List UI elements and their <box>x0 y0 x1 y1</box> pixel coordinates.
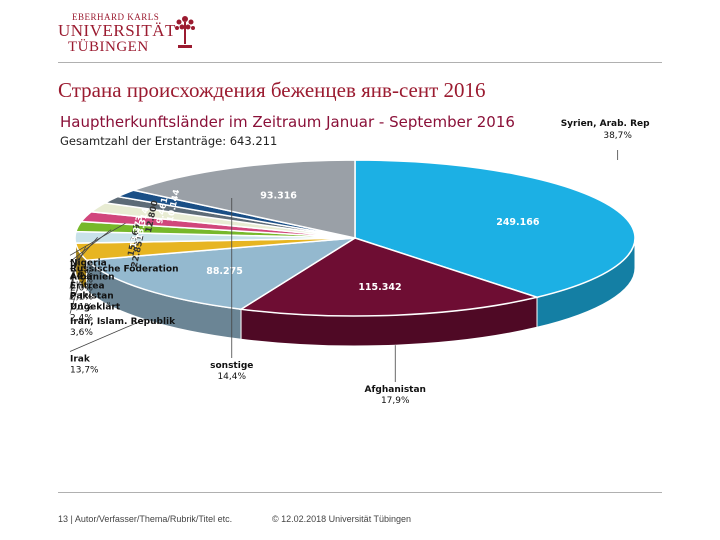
slice-percent-eritrea: 2,1% <box>70 293 93 303</box>
slice-value-afghanistan: 115.342 <box>358 282 401 293</box>
chart-subtitle: Gesamtzahl der Erstanträge: 643.211 <box>60 134 277 148</box>
slice-percent-ungekl-rt: 2,4% <box>70 313 93 323</box>
university-logo: EBERHARD KARLS UNIVERSITÄT TÜBINGEN <box>58 10 208 55</box>
leader-line-albanien <box>69 236 98 270</box>
slice-percent-albanien: 2,0% <box>70 283 93 293</box>
footer-slide-info: 13 | Autor/Verfasser/Thema/Rubrik/Titel … <box>58 514 233 524</box>
slice-syrien-arab-republik <box>354 159 636 299</box>
slice-label-sonstige: sonstige <box>210 361 253 371</box>
slice-value-sonstige: 93.316 <box>260 191 297 202</box>
slice-percent-pakistan: 2,1% <box>70 303 93 313</box>
logo-line-1: EBERHARD KARLS <box>72 12 160 22</box>
slice-label-nigeria: Nigeria <box>70 258 107 268</box>
slice-percent-nigeria: 1,6% <box>70 269 93 279</box>
bottom-divider <box>58 492 662 493</box>
pie-chart: Hauptherkunftsländer im Zeitraum Januar … <box>60 113 650 406</box>
slice-percent-irak: 13,7% <box>70 365 99 375</box>
slice-percent-afghanistan: 17,9% <box>381 396 410 406</box>
slice-percent-syrien-arab-republik: 38,7% <box>603 131 632 141</box>
slice-label-albanien: Albanien <box>70 272 115 282</box>
logo-line-3: TÜBINGEN <box>68 39 149 55</box>
top-divider <box>58 62 662 63</box>
slice-sonstige <box>130 159 356 239</box>
slice-label-irak: Irak <box>70 354 91 364</box>
slice-value-syrien-arab-republik: 249.166 <box>496 217 540 228</box>
slice-value-irak: 88.275 <box>206 266 243 277</box>
slide-title: Страна происхождения беженцев янв-сент 2… <box>58 78 486 102</box>
leader-line-nigeria <box>69 222 126 256</box>
slice-afghanistan <box>238 237 540 317</box>
slice-percent-russische-f-deration: 1,5% <box>70 276 93 286</box>
slice-irak <box>84 237 356 311</box>
slice-percent-sonstige: 14,4% <box>217 372 246 382</box>
slice-label-syrien-arab-republik: Syrien, Arab. Republik <box>561 119 650 129</box>
logo-line-2: UNIVERSITÄT <box>58 21 176 40</box>
slice-label-ungekl-rt: Ungeklärt <box>70 302 121 312</box>
slice-label-iran-islam-republik: Iran, Islam. Republik <box>70 317 176 327</box>
slice-percent-iran-islam-republik: 3,6% <box>70 328 93 338</box>
footer-copyright: © 12.02.2018 Universität Tübingen <box>272 514 412 524</box>
leader-line-russische-f-deration <box>69 229 112 262</box>
slice-label-pakistan: Pakistan <box>70 292 114 302</box>
chart-title: Hauptherkunftsländer im Zeitraum Januar … <box>60 113 515 131</box>
leader-line-iran-islam-republik <box>69 281 80 314</box>
crest-icon <box>175 16 195 48</box>
leader-line-irak <box>69 319 145 352</box>
slice-label-afghanistan: Afghanistan <box>365 385 426 395</box>
slice-label-eritrea: Eritrea <box>70 282 105 292</box>
slice-label-russische-f-deration: Russische Föderation <box>70 265 178 275</box>
